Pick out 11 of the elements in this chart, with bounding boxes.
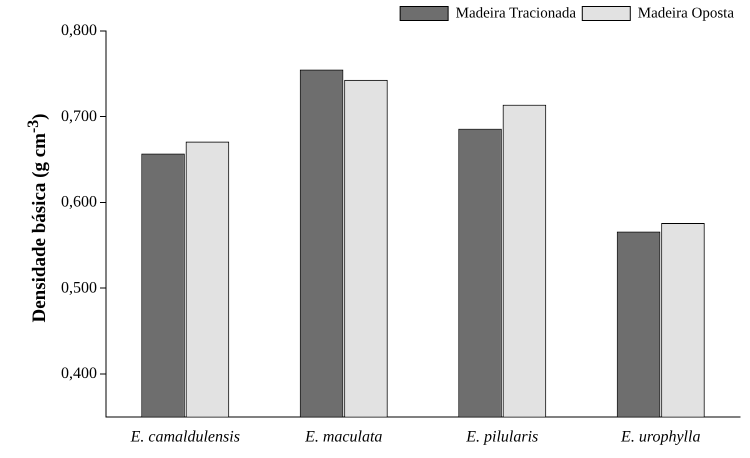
y-tick-label: 0,500 (61, 279, 97, 296)
x-tick-label: E. camaldulensis (130, 428, 240, 446)
x-tick-label: E. pilularis (465, 428, 538, 446)
y-tick-label: 0,700 (61, 108, 97, 125)
legend-label: Madeira Tracionada (456, 5, 576, 22)
x-tick-label: E. urophylla (620, 428, 700, 446)
y-tick-label: 0,600 (61, 194, 97, 211)
x-tick-label: E. maculata (304, 428, 382, 446)
legend-label: Madeira Oposta (638, 5, 734, 22)
y-tick-label: 0,800 (61, 22, 97, 40)
y-tick-label: 0,400 (61, 365, 97, 382)
